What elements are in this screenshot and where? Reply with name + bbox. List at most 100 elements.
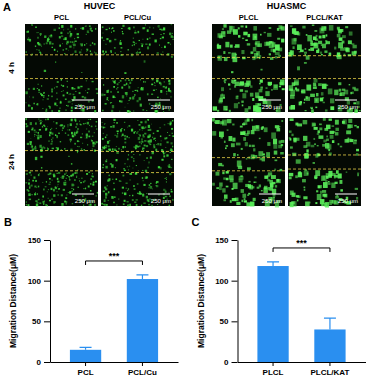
cell: [328, 149, 330, 151]
cell: [74, 38, 76, 39]
cell: [126, 83, 127, 85]
column-label: PLCL: [239, 13, 259, 22]
cell: [252, 186, 255, 188]
cell: [255, 125, 260, 131]
cell: [160, 83, 162, 86]
cell: [26, 125, 28, 127]
cell: [351, 43, 354, 45]
wound-edge: [25, 170, 98, 171]
cell: [297, 199, 299, 201]
cell: [103, 164, 104, 165]
cell: [79, 124, 81, 125]
cell: [251, 130, 255, 134]
cell: [111, 110, 113, 112]
cell: [256, 51, 260, 55]
column-label: PCL/Cu: [124, 13, 152, 22]
cell: [137, 100, 139, 102]
cell: [142, 109, 144, 111]
cell: [57, 178, 59, 180]
cell: [230, 200, 232, 203]
cell: [121, 27, 123, 29]
cell: [147, 118, 148, 120]
cell: [31, 24, 33, 25]
cell: [102, 167, 104, 168]
cell: [121, 128, 122, 129]
cell: [139, 141, 141, 143]
error-bar: [267, 262, 279, 266]
cell: [118, 198, 119, 199]
cell: [127, 158, 128, 160]
cell: [42, 108, 43, 110]
cell: [138, 87, 139, 89]
cell: [242, 38, 244, 39]
cell: [271, 132, 276, 138]
cell: [292, 28, 296, 34]
cell: [137, 170, 139, 172]
cell: [328, 181, 330, 182]
cell: [64, 53, 65, 54]
cell: [36, 32, 38, 33]
cell: [262, 126, 264, 128]
cell: [127, 49, 129, 51]
cell: [74, 179, 75, 181]
cell: [29, 172, 31, 174]
cell: [147, 46, 149, 49]
cell: [247, 34, 250, 37]
micrograph-background: [212, 24, 285, 112]
cell: [68, 94, 70, 96]
cell: [280, 79, 285, 85]
cell: [122, 33, 124, 34]
cell: [103, 133, 104, 134]
cell: [66, 177, 67, 179]
cell: [272, 189, 276, 194]
cell: [229, 88, 231, 89]
wound-edge: [101, 78, 174, 79]
cell: [67, 28, 69, 30]
cell: [314, 98, 319, 103]
cell: [64, 53, 66, 55]
micrograph-background: [25, 118, 98, 206]
cell: [132, 97, 134, 100]
cell: [329, 53, 332, 56]
cell: [259, 184, 261, 187]
cell: [264, 187, 266, 189]
tick-label: 50: [32, 317, 41, 326]
cell: [56, 105, 57, 106]
cell: [135, 145, 137, 147]
cell: [333, 131, 336, 133]
cell: [27, 39, 28, 40]
cell: [166, 141, 168, 143]
cell: [122, 134, 124, 136]
cell: [240, 131, 245, 135]
cell: [132, 168, 134, 169]
bar: [70, 350, 101, 362]
cell: [165, 87, 167, 88]
cell: [146, 196, 148, 199]
cell: [107, 97, 109, 99]
micrograph: 250 μm: [288, 24, 361, 113]
cell: [139, 97, 141, 100]
cell: [315, 170, 320, 176]
cell: [128, 188, 129, 190]
cell: [45, 204, 47, 205]
cell: [298, 171, 301, 174]
cell: [56, 147, 58, 148]
cell: [61, 203, 63, 206]
cell: [131, 79, 133, 81]
tick-mark: [329, 362, 330, 366]
cell: [304, 187, 306, 188]
cell: [81, 43, 83, 46]
cell: [350, 139, 354, 142]
cell: [92, 42, 93, 44]
cell: [33, 131, 35, 133]
cell: [148, 187, 149, 188]
cell: [48, 106, 50, 107]
cell: [145, 140, 146, 142]
cell: [37, 136, 39, 139]
cell: [90, 53, 92, 55]
cell: [25, 118, 27, 120]
cell: [80, 137, 82, 138]
significance-bracket: [273, 248, 330, 252]
cell: [338, 42, 343, 48]
cell: [156, 25, 158, 27]
